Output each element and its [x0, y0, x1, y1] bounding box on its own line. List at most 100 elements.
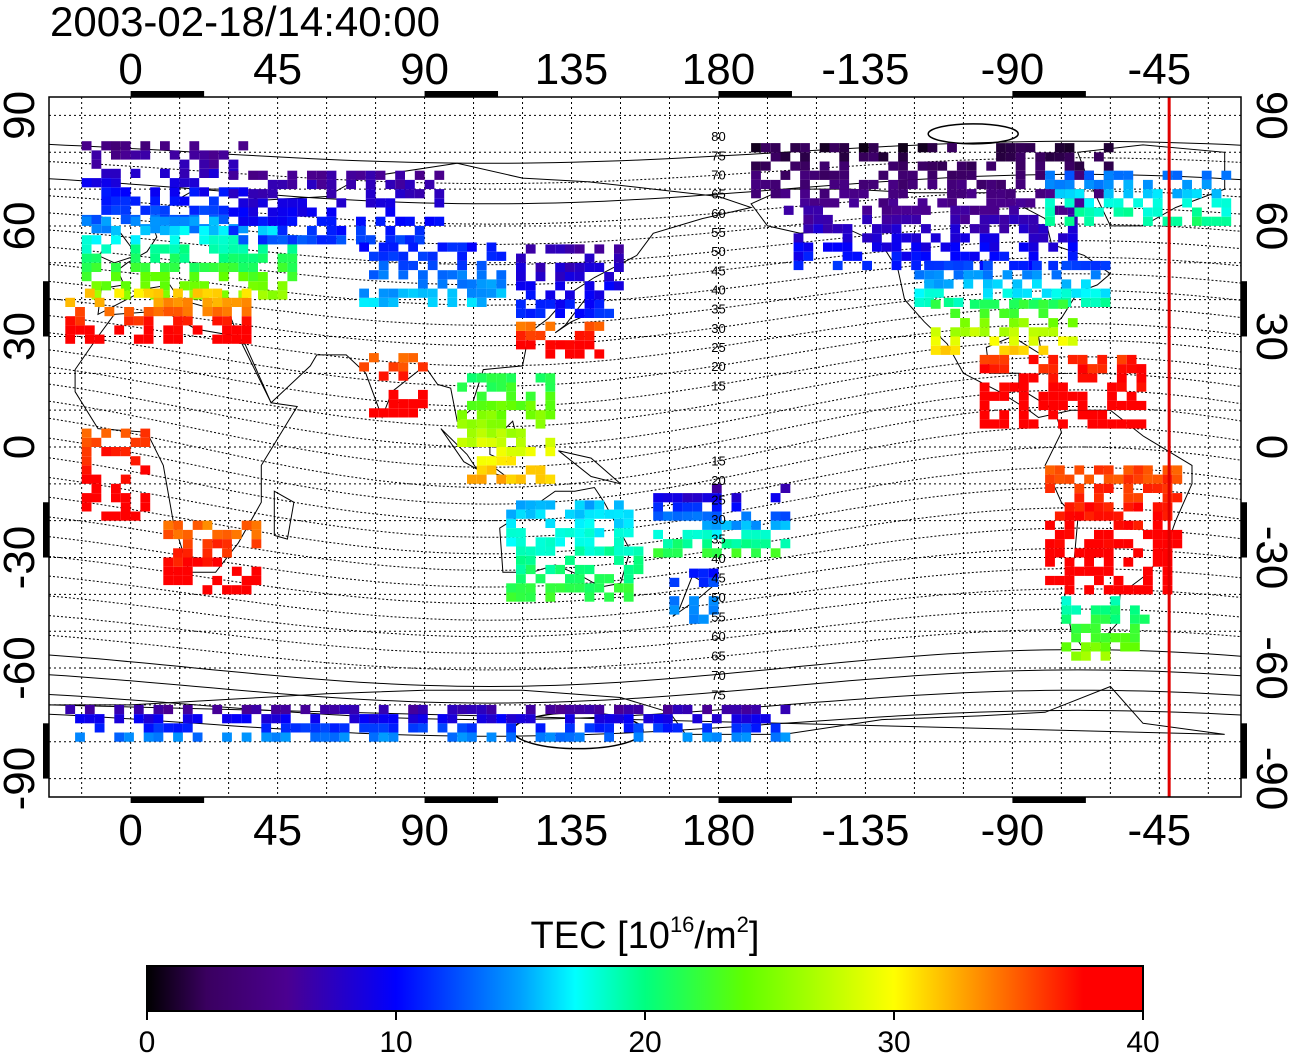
tec-cell [940, 345, 951, 355]
tec-cell [891, 224, 902, 234]
tec-cell [1028, 214, 1039, 225]
magnetic-contour [48, 190, 1242, 225]
tec-cell [120, 447, 131, 457]
tec-cell [698, 568, 709, 578]
tec-cell [574, 349, 585, 359]
tec-cell [1058, 205, 1068, 215]
frame-bar-right [1241, 281, 1247, 337]
tec-cell [153, 723, 164, 733]
top-longitude-tick-label: -135 [821, 45, 909, 94]
tec-cell [731, 704, 742, 715]
tec-cell [555, 537, 565, 547]
colorbar-ticks: 0 10 20 30 40 [139, 1011, 1160, 1057]
tec-cell [388, 362, 399, 372]
tec-cell [888, 161, 899, 171]
tec-cell [966, 161, 977, 171]
tec-cell [248, 281, 258, 291]
tec-cell [388, 732, 399, 742]
tec-cell [457, 732, 467, 742]
tec-cell [238, 262, 249, 272]
tec-cell [698, 577, 709, 587]
tec-cell [150, 196, 160, 206]
tec-cell [1084, 207, 1094, 217]
tec-cell [1123, 483, 1134, 493]
tec-cell [623, 583, 634, 593]
tec-cell [1054, 511, 1065, 521]
tec-cell [111, 187, 121, 197]
tec-cell [182, 566, 193, 576]
tec-cell [91, 483, 102, 493]
tec-cell [1162, 566, 1173, 576]
tec-cell [790, 143, 801, 153]
tec-cell [924, 270, 934, 280]
tec-cell [1097, 354, 1108, 365]
tec-cell [963, 260, 974, 271]
tec-cell [770, 732, 781, 742]
tec-cell [91, 235, 102, 245]
tec-cell [248, 272, 258, 282]
tec-cell [545, 447, 556, 457]
tec-cell [153, 704, 164, 715]
tec-cell [182, 704, 193, 715]
tec-cell [369, 723, 379, 733]
tec-cell [770, 189, 781, 199]
tec-cell [1221, 216, 1232, 226]
tec-cell [525, 244, 536, 254]
tec-cell [516, 437, 526, 447]
tec-cell [1126, 354, 1137, 365]
tec-cell [408, 408, 418, 418]
tec-cell [1094, 566, 1104, 576]
south-contour-label: 45 [711, 571, 725, 586]
magnetic-contour [48, 608, 1242, 654]
tec-cell [979, 299, 990, 309]
tec-cell [258, 225, 268, 236]
tec-cell [388, 251, 399, 261]
tec-cell [1094, 575, 1104, 586]
tec-cell [1103, 585, 1114, 595]
tec-cell [525, 308, 536, 318]
tec-cell [496, 474, 507, 484]
tec-cell [339, 732, 350, 742]
tec-cell [999, 354, 1010, 365]
tec-cell [91, 178, 102, 188]
tec-cell [476, 714, 487, 724]
tec-cell [698, 614, 709, 624]
tec-cell [1152, 483, 1163, 493]
tec-cell [163, 520, 174, 530]
tec-cell [594, 704, 605, 715]
tec-cell [921, 251, 931, 261]
tec-cell [594, 546, 605, 556]
tec-cell [969, 251, 980, 261]
tec-cell [447, 288, 458, 298]
tec-cell [248, 253, 258, 263]
tec-cell [1221, 170, 1232, 180]
tec-cell [1048, 410, 1059, 420]
tec-cell [111, 235, 121, 245]
colorbar-tick-label: 40 [1126, 1026, 1159, 1057]
tec-cell [711, 483, 722, 493]
tec-cell [506, 528, 516, 538]
tec-cell [189, 150, 200, 160]
tec-cell [81, 447, 92, 457]
tec-cell [979, 391, 990, 401]
tec-cell [823, 242, 833, 252]
tec-cell [1028, 299, 1039, 309]
tec-cell [901, 251, 912, 261]
tec-cell [437, 270, 448, 280]
tec-cell [545, 500, 556, 510]
tec-cell [979, 400, 990, 411]
tec-cell [395, 170, 405, 180]
colorbar [146, 965, 1144, 1012]
tec-cell [316, 216, 327, 226]
tec-cell [1084, 566, 1094, 576]
tec-cell [960, 214, 970, 225]
tec-cell [1103, 511, 1114, 521]
tec-cell [140, 281, 151, 291]
tec-cell [414, 189, 425, 199]
tec-cell [496, 279, 507, 289]
tec-cell [1002, 288, 1013, 298]
tec-cell [418, 251, 428, 261]
tec-cell [1032, 279, 1042, 289]
tec-cell [983, 260, 993, 271]
